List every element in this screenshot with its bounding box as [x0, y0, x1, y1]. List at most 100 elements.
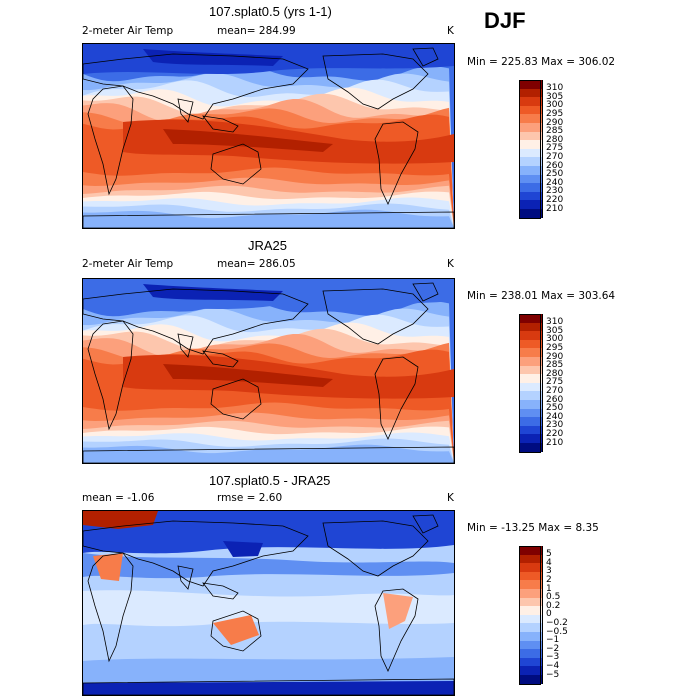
map-canvas	[83, 511, 454, 695]
colorbar-label: 285	[546, 126, 564, 137]
coastline	[374, 121, 419, 205]
colorbar-label: −5	[546, 669, 560, 680]
colorbar-label: 5	[546, 549, 552, 560]
colorbar-label: 230	[546, 420, 564, 431]
coastline	[412, 282, 439, 302]
coastline	[412, 514, 439, 534]
coastline	[412, 47, 439, 67]
coastline	[374, 356, 419, 440]
field-band	[143, 284, 283, 301]
colorbar-label: 310	[546, 317, 564, 328]
colorbar-label: 4	[546, 557, 552, 568]
colorbar-label: 2	[546, 574, 552, 585]
field-band	[213, 615, 259, 645]
colorbar-swatch	[519, 443, 543, 453]
field-band	[83, 553, 454, 579]
field-band	[83, 681, 454, 695]
units-label: K	[447, 258, 454, 270]
colorbar-label: 305	[546, 325, 564, 336]
coastline	[202, 115, 239, 133]
min-max-label: Min = -13.25 Max = 8.35	[467, 522, 599, 534]
colorbar-label: 240	[546, 177, 564, 188]
colorbar-label: 0.2	[546, 600, 561, 611]
colorbar-label: 240	[546, 411, 564, 422]
colorbar-label: 275	[546, 143, 564, 154]
colorbar-label: 290	[546, 351, 564, 362]
colorbar-swatch	[519, 209, 543, 219]
colorbar-label: −3	[546, 652, 560, 663]
colorbar-label: 0.5	[546, 592, 561, 603]
map-canvas	[83, 44, 454, 228]
colorbar-label: 230	[546, 186, 564, 197]
panel-title: 107.splat0.5 (yrs 1-1)	[209, 4, 332, 19]
coastline	[177, 565, 194, 590]
colorbar-label: 250	[546, 403, 564, 414]
colorbar-label: 310	[546, 83, 564, 94]
map-difference	[82, 510, 455, 696]
colorbar-label: −0.5	[546, 626, 568, 637]
coastline	[210, 610, 262, 652]
field-band	[163, 129, 333, 152]
panel-title: 107.splat0.5 - JRA25	[209, 473, 331, 488]
colorbar-label: 210	[546, 203, 564, 214]
colorbar-label: 285	[546, 360, 564, 371]
coastline	[202, 350, 239, 368]
map-observation	[82, 278, 455, 464]
coastline	[83, 288, 309, 355]
map-canvas	[83, 279, 454, 463]
colorbar-label: 295	[546, 108, 564, 119]
coastline	[87, 320, 134, 431]
season-label: DJF	[484, 8, 526, 33]
units-label: K	[447, 492, 454, 504]
colorbar-label: 305	[546, 91, 564, 102]
coastline	[83, 446, 454, 463]
colorbar-label: 300	[546, 334, 564, 345]
coastline	[177, 98, 194, 123]
variable-label: 2-meter Air Temp	[82, 258, 174, 270]
colorbar-label: −4	[546, 660, 560, 671]
variable-label: 2-meter Air Temp	[82, 25, 174, 37]
coastline	[83, 211, 454, 228]
coastline	[177, 333, 194, 358]
colorbar-label: 250	[546, 169, 564, 180]
colorbar-label: 280	[546, 134, 564, 145]
panel-title: JRA25	[248, 238, 288, 253]
min-max-label: Min = 225.83 Max = 306.02	[467, 56, 616, 68]
rmse-label: rmse = 2.60	[217, 492, 283, 504]
colorbar-label: 1	[546, 583, 552, 594]
coastline	[87, 85, 134, 196]
colorbar-swatch	[519, 675, 543, 685]
colorbar-label: 270	[546, 385, 564, 396]
colorbar-label: 3	[546, 566, 552, 577]
colorbar-label: 280	[546, 368, 564, 379]
coastline	[202, 582, 239, 600]
coastline	[322, 53, 429, 110]
colorbar-label: 275	[546, 377, 564, 388]
colorbar-label: 220	[546, 194, 564, 205]
colorbar-label: 260	[546, 160, 564, 171]
units-label: K	[447, 25, 454, 37]
field-band	[83, 444, 454, 463]
mean-label: mean= 284.99	[217, 25, 296, 37]
colorbar-label: 0	[546, 609, 552, 620]
field-band	[383, 593, 413, 629]
coastline	[322, 520, 429, 577]
min-max-label: Min = 238.01 Max = 303.64	[467, 290, 616, 302]
coastline	[83, 520, 309, 587]
coastline	[210, 143, 262, 185]
colorbar-label: 290	[546, 117, 564, 128]
colorbar-label: 260	[546, 394, 564, 405]
field-band	[93, 553, 123, 581]
map-model	[82, 43, 455, 229]
coastline	[83, 53, 309, 120]
colorbar-label: −1	[546, 635, 560, 646]
mean-label: mean = -1.06	[82, 492, 155, 504]
coastline	[374, 588, 419, 672]
colorbar-label: 295	[546, 342, 564, 353]
field-band	[223, 541, 263, 557]
field-band	[143, 49, 283, 66]
coastline	[322, 288, 429, 345]
field-band	[83, 590, 454, 627]
colorbar-label: 220	[546, 428, 564, 439]
mean-label: mean= 286.05	[217, 258, 296, 270]
